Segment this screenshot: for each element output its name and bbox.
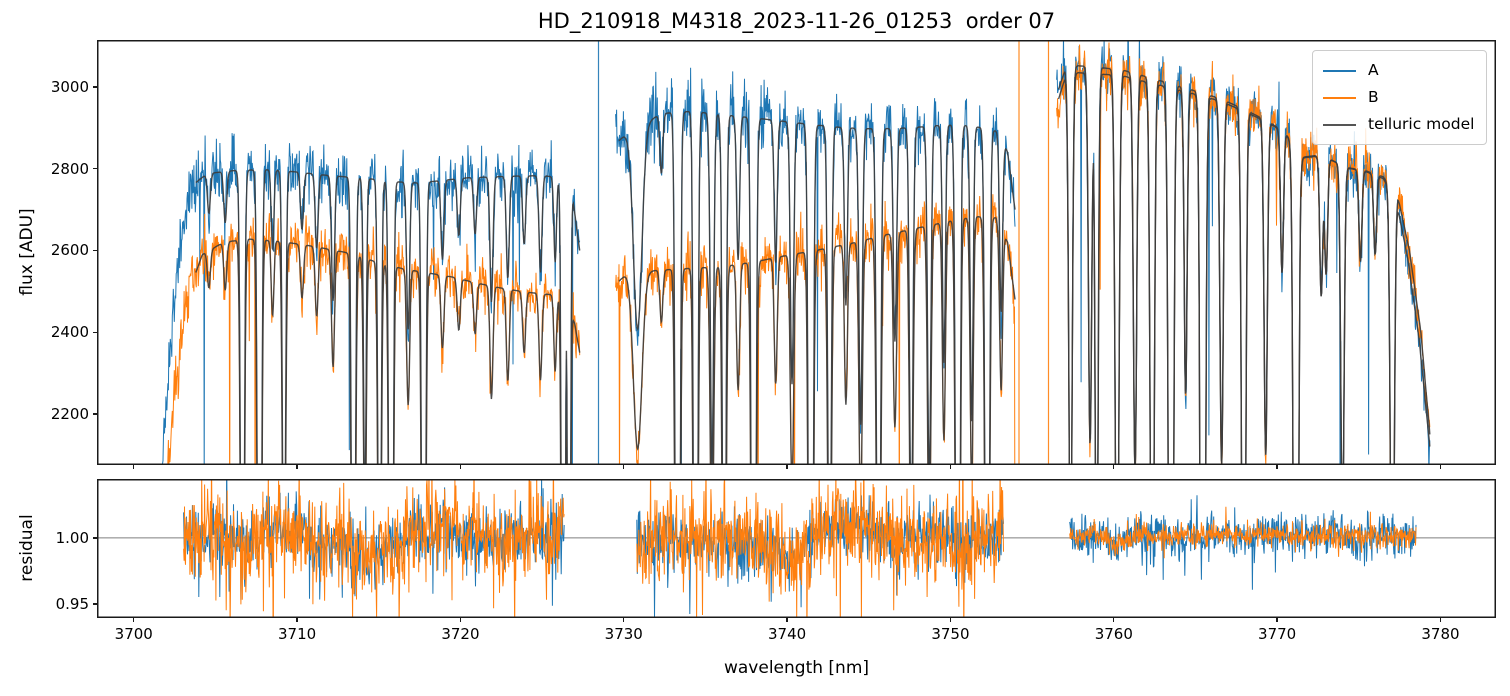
y-tick-mark [93,249,97,252]
x-tick-mark [949,465,952,469]
y-tick-label: 2800 [50,159,89,178]
x-tick-mark [786,618,788,622]
flux-plot-svg [97,40,1496,465]
y-tick-label: 2200 [50,404,89,423]
x-tick-mark [296,618,298,622]
x-tick-mark [459,465,462,469]
residual-plot-svg [97,479,1496,618]
legend: A B telluric model [1312,50,1487,145]
x-tick-mark [1276,465,1278,469]
x-tick-mark [133,618,135,622]
x-axis-label: wavelength [nm] [723,658,870,678]
x-tick-mark [623,465,625,469]
x-tick-label: 3750 [931,625,970,643]
y-tick-mark [93,331,97,333]
plot-title: HD_210918_M4318_2023-11-26_01253 order 0… [537,9,1056,33]
series-path [1057,72,1431,465]
x-tick-mark [786,465,788,469]
x-tick-label: 3720 [441,625,480,643]
series-path [636,479,1004,618]
axes-frame [97,40,1496,465]
x-tick-label: 3730 [604,625,643,643]
x-tick-label: 3760 [1094,625,1133,643]
y-tick-label: 2400 [50,323,89,342]
y-tick-mark [93,603,97,605]
x-tick-mark [459,618,462,622]
x-tick-mark [1276,618,1278,622]
x-tick-mark [1113,465,1115,469]
x-tick-mark [1439,618,1442,622]
x-tick-label: 3770 [1258,625,1297,643]
legend-item-telluric: telluric model [1323,111,1476,138]
y-tick-label: 0.95 [55,595,89,614]
x-tick-label: 3710 [277,625,317,643]
x-tick-label: 3740 [768,625,807,643]
flux-axes [97,40,1496,465]
y-axis-label-residual: residual [17,514,37,582]
x-tick-mark [296,465,298,469]
legend-item-b: B [1323,84,1476,111]
x-tick-mark [623,618,625,622]
series-path [618,110,1016,465]
legend-swatch-telluric [1323,123,1356,126]
y-tick-mark [93,168,97,170]
series-path [618,215,1016,465]
x-tick-label: 3700 [114,625,153,643]
y-tick-label: 3000 [50,77,89,96]
series-path [1069,506,1417,559]
axes-frame [97,479,1496,618]
legend-label-a: A [1368,60,1379,79]
legend-swatch-a [1323,69,1356,72]
x-tick-label: 3780 [1421,625,1460,643]
series-path [195,238,581,465]
x-tick-mark [949,618,952,622]
legend-label-b: B [1368,87,1379,106]
x-tick-mark [1113,618,1115,622]
legend-swatch-b [1323,96,1356,99]
legend-label-telluric: telluric model [1368,114,1475,133]
residual-axes [97,479,1496,618]
y-tick-mark [93,413,97,415]
y-tick-label: 1.00 [55,528,89,547]
series-path [183,479,565,618]
y-tick-mark [93,86,97,88]
y-tick-label: 2600 [50,241,89,260]
y-tick-mark [93,537,97,539]
x-tick-mark [133,465,135,469]
series-path [167,213,581,465]
legend-item-a: A [1323,57,1476,84]
x-tick-mark [1439,465,1442,469]
